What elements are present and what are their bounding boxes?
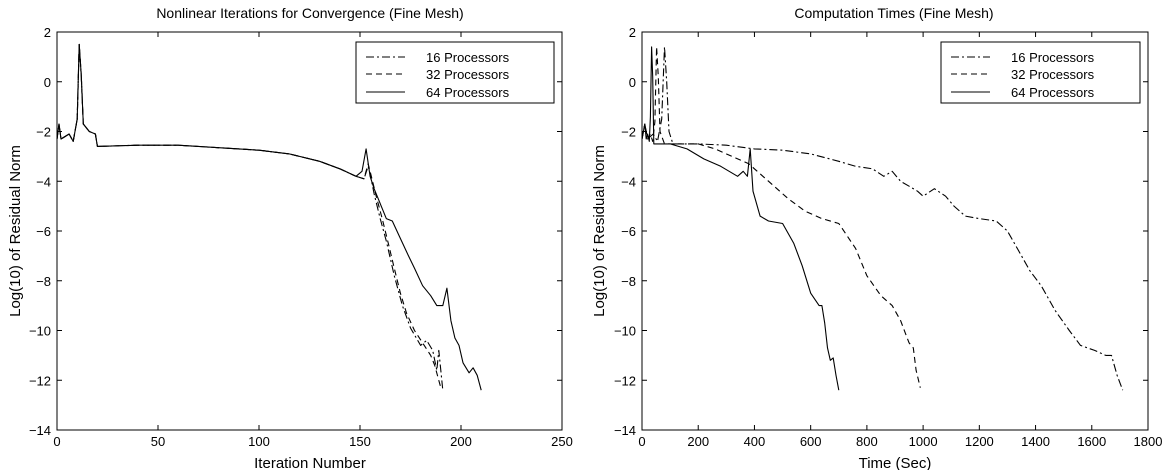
x-tick-label: 200 [687,434,709,449]
chart-title: Nonlinear Iterations for Convergence (Fi… [156,5,463,21]
series-line-64-processors [641,46,840,391]
series-line-64-processors [56,43,482,391]
x-axis-label: Time (Sec) [859,455,932,470]
chart-iterations: Nonlinear Iterations for Convergence (Fi… [7,5,573,470]
series-line-32-processors [641,46,921,388]
x-tick-label: 1400 [1021,434,1050,449]
y-tick-label: −12 [614,373,636,388]
legend: 16 Processors 32 Processors 64 Processor… [355,41,555,104]
y-tick-label: −12 [29,373,51,388]
y-tick-label: −8 [621,274,636,289]
series-lines [56,43,482,391]
y-tick-label: −6 [621,224,636,239]
y-tick-label: 0 [44,75,51,90]
y-axis-label: Log(10) of Residual Norm [591,145,608,317]
x-tick-label: 1000 [909,434,938,449]
y-tick-label: −6 [36,224,51,239]
y-tick-label: 2 [629,25,636,40]
x-tick-label: 100 [248,434,270,449]
y-tick-label: −2 [36,125,51,140]
x-tick-label: 0 [53,434,60,449]
y-tick-label: −2 [621,125,636,140]
y-tick-label: −10 [614,324,636,339]
series-line-32-processors [56,43,442,388]
x-tick-label: 1200 [965,434,994,449]
x-tick-label: 1800 [1134,434,1163,449]
chart-title: Computation Times (Fine Mesh) [794,5,993,21]
legend-label-32-processors: 32 Processors [426,67,510,82]
y-tick-label: −8 [36,274,51,289]
x-tick-label: 800 [856,434,878,449]
legend-label-16-processors: 16 Processors [426,50,510,65]
y-tick-label: −14 [29,423,51,438]
x-ticks: 0 50 100 150 200 250 [53,32,573,449]
chart-times: Computation Times (Fine Mesh) 0 200 400 600… [591,5,1162,470]
y-ticks: 2 0 −2 −4 −6 −8 −10 −12 −14 [29,25,562,438]
y-tick-label: −10 [29,324,51,339]
y-tick-label: 0 [629,75,636,90]
legend: 16 Processors 32 Processors 64 Processor… [940,41,1141,104]
legend-box [355,41,555,104]
legend-label-32-processors: 32 Processors [1011,67,1095,82]
x-tick-label: 200 [450,434,472,449]
x-ticks: 0 200 400 600 800 1000 1200 1400 1600 1800 [638,32,1162,449]
y-tick-label: −4 [621,174,636,189]
y-tick-label: −4 [36,174,51,189]
series-line-16-processors [641,46,1124,391]
legend-label-16-processors: 16 Processors [1011,50,1095,65]
legend-box [940,41,1141,104]
x-tick-label: 1600 [1077,434,1106,449]
y-axis-label: Log(10) of Residual Norm [7,145,24,317]
x-tick-label: 600 [800,434,822,449]
x-tick-label: 150 [349,434,371,449]
y-tick-label: −14 [614,423,636,438]
series-lines [641,46,1124,391]
x-tick-label: 250 [551,434,573,449]
x-axis-label: Iteration Number [254,455,366,470]
y-tick-label: 2 [44,25,51,40]
series-line-16-processors [56,43,444,391]
x-tick-label: 0 [638,434,645,449]
legend-label-64-processors: 64 Processors [426,85,510,100]
x-tick-label: 400 [744,434,766,449]
x-tick-label: 50 [151,434,165,449]
legend-label-64-processors: 64 Processors [1011,85,1095,100]
y-ticks: 2 0 −2 −4 −6 −8 −10 −12 −14 [614,25,1148,438]
